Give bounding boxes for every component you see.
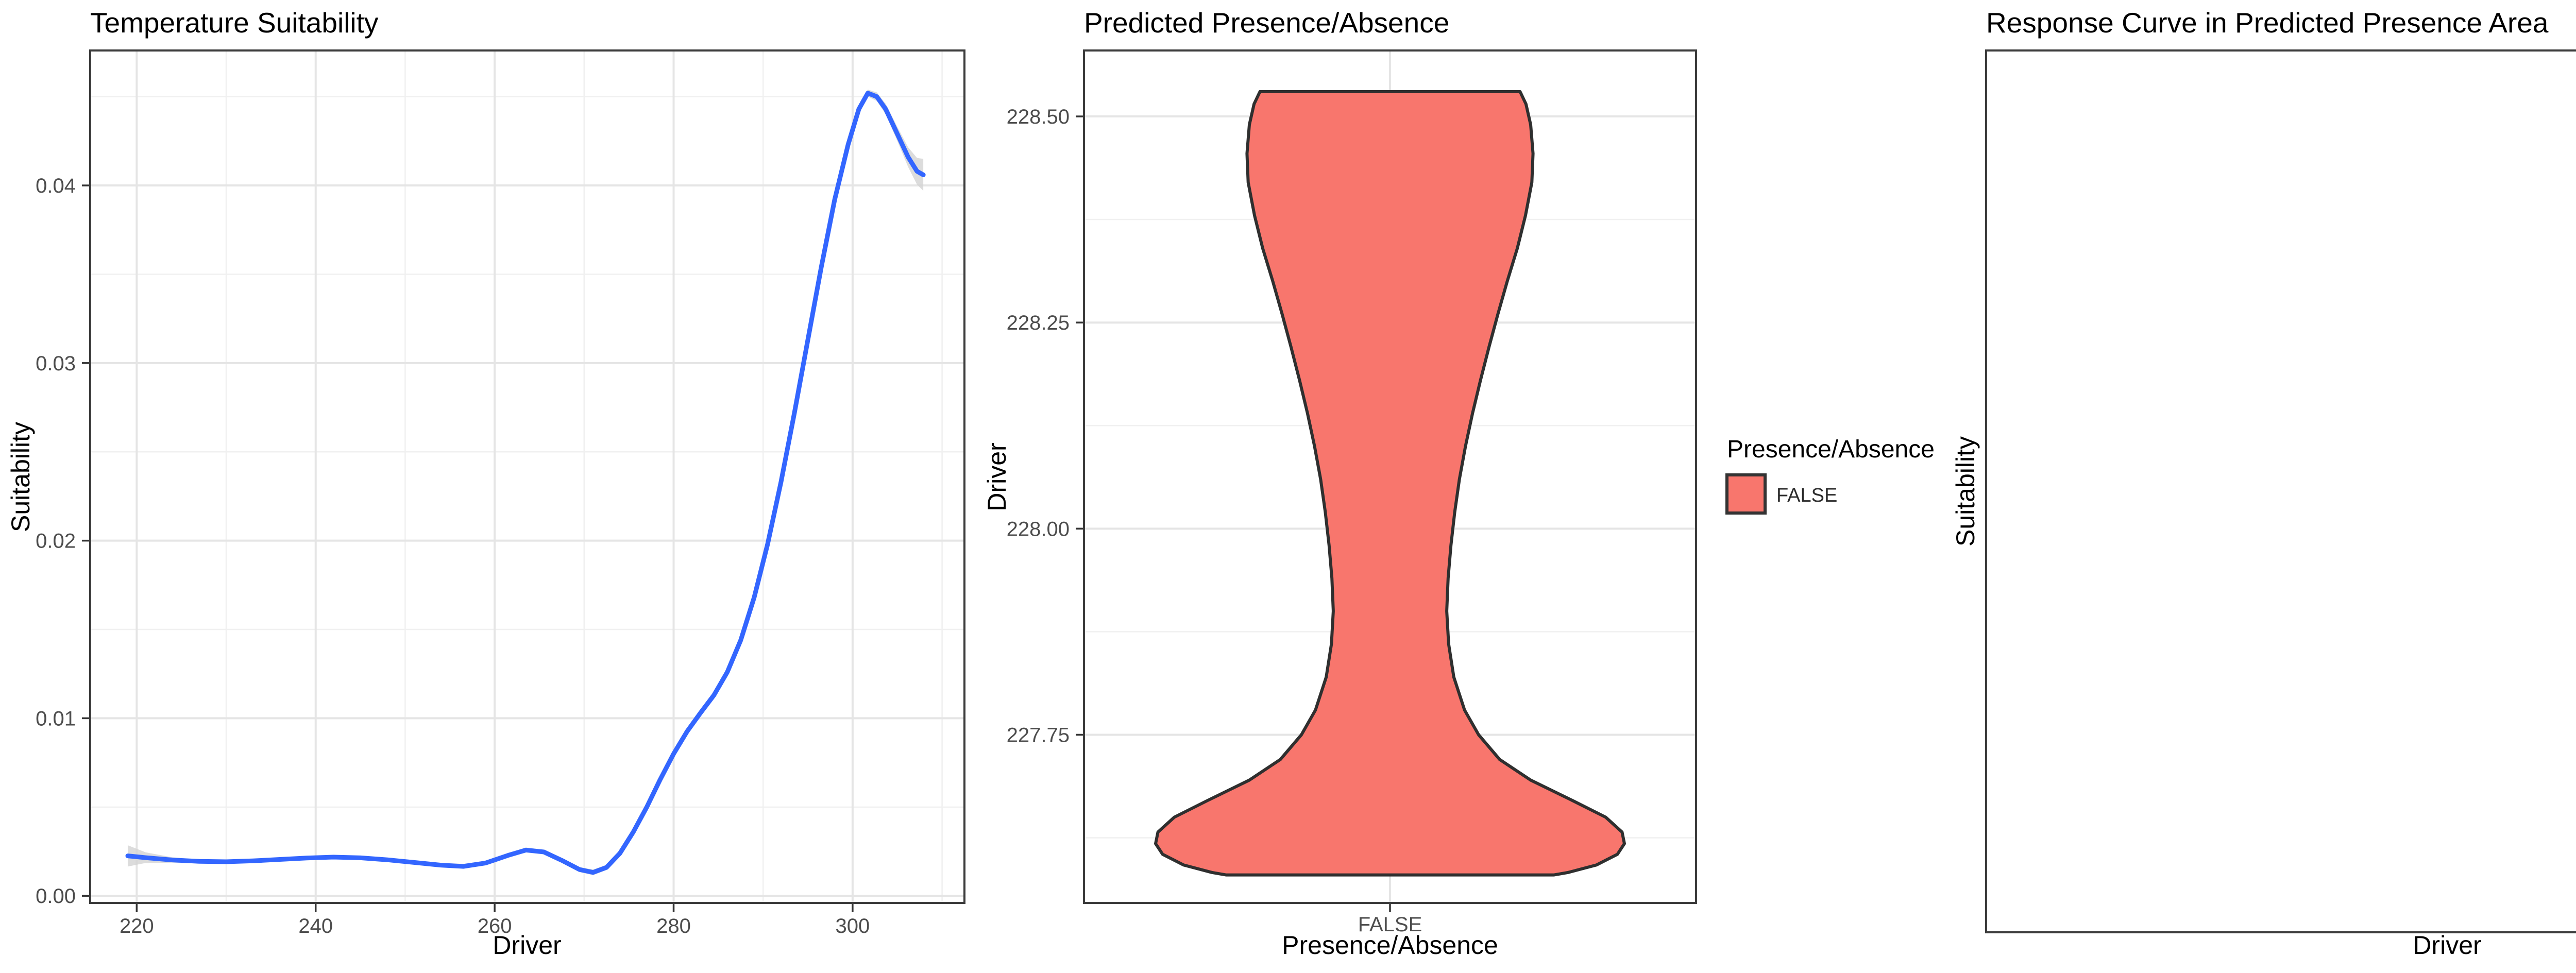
panel2-y-axis-title: Driver bbox=[982, 442, 1011, 511]
svg-text:228.25: 228.25 bbox=[1007, 312, 1070, 334]
panel1-axis-ticks: 220 240 260 280 300 0.00 0.01 0.02 0.03 0.04 bbox=[36, 175, 870, 937]
svg-text:260: 260 bbox=[478, 915, 512, 937]
svg-text:227.75: 227.75 bbox=[1007, 724, 1070, 746]
confidence-band bbox=[127, 89, 924, 876]
panel2-title: Predicted Presence/Absence bbox=[1084, 7, 1449, 39]
svg-text:228.00: 228.00 bbox=[1007, 518, 1070, 540]
panel3-border bbox=[1985, 49, 2576, 933]
svg-text:0.01: 0.01 bbox=[36, 707, 76, 730]
panel2-violin-layer bbox=[1154, 90, 1626, 877]
panel1-y-axis-title: Suitability bbox=[6, 422, 35, 532]
legend-title: Presence/Absence bbox=[1727, 436, 1935, 463]
svg-text:FALSE: FALSE bbox=[1358, 913, 1422, 936]
panel1-smooth-line-layer bbox=[125, 89, 926, 876]
panel2-border bbox=[1083, 49, 1697, 904]
panel1-border bbox=[89, 49, 965, 904]
svg-text:0.03: 0.03 bbox=[36, 352, 76, 375]
svg-text:0.02: 0.02 bbox=[36, 530, 76, 553]
panel2-x-axis-title: Presence/Absence bbox=[1282, 931, 1498, 960]
svg-text:0.00: 0.00 bbox=[36, 885, 76, 908]
panel1-title: Temperature Suitability bbox=[90, 7, 379, 39]
panel3-x-axis-title: Driver bbox=[2413, 931, 2481, 960]
svg-text:300: 300 bbox=[836, 915, 870, 937]
panel1-x-axis-title: Driver bbox=[493, 931, 561, 960]
violin-false bbox=[1154, 90, 1626, 877]
svg-text:0.04: 0.04 bbox=[36, 175, 76, 197]
legend-key-swatch bbox=[1725, 473, 1767, 515]
panel1-gridlines bbox=[90, 50, 964, 903]
svg-text:220: 220 bbox=[120, 915, 154, 937]
svg-text:228.50: 228.50 bbox=[1007, 106, 1070, 128]
legend: Presence/Absence FALSE bbox=[1725, 436, 1935, 515]
svg-text:280: 280 bbox=[656, 915, 691, 937]
panel3-title: Response Curve in Predicted Presence Are… bbox=[1986, 7, 2549, 39]
panel3-y-axis-title: Suitability bbox=[1951, 436, 1980, 547]
svg-text:240: 240 bbox=[298, 915, 333, 937]
suitability-curve bbox=[125, 91, 926, 875]
panel2-axis-ticks: FALSE 227.75 228.00 228.25 228.50 bbox=[1007, 106, 1422, 936]
legend-entry-label: FALSE bbox=[1776, 485, 1837, 506]
